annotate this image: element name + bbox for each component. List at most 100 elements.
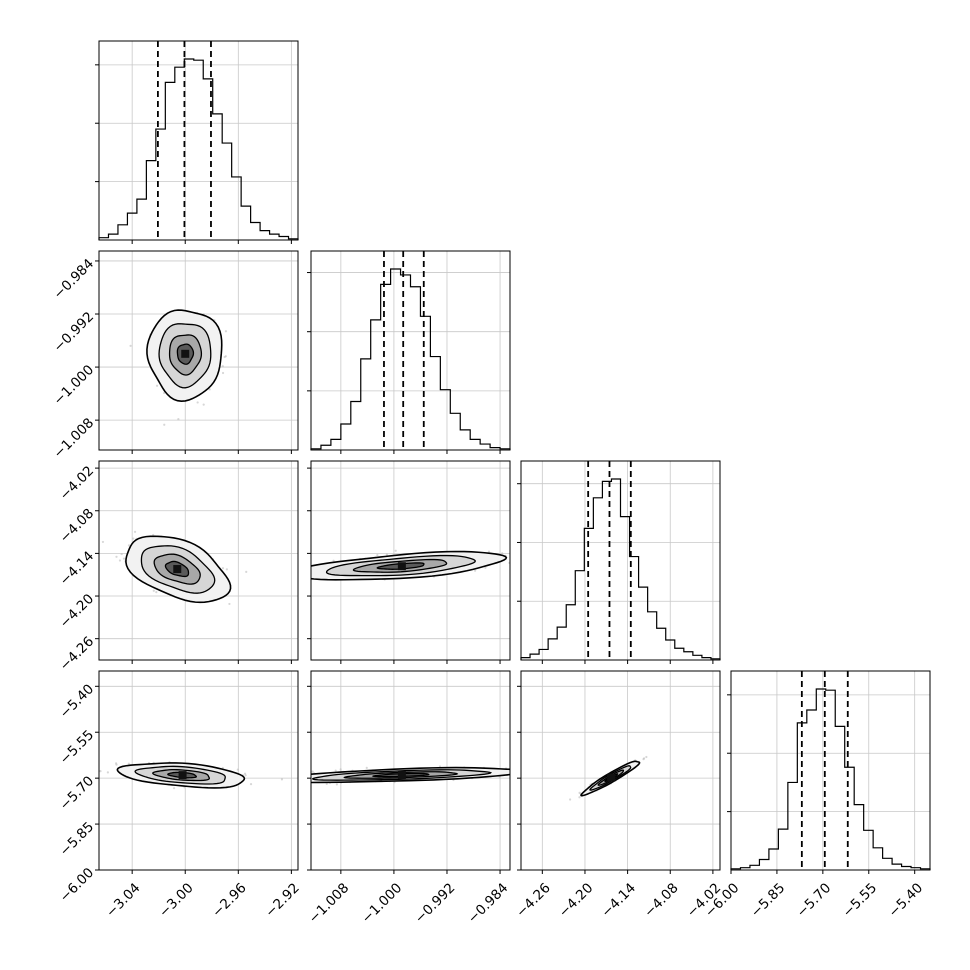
scatter-point xyxy=(202,403,205,406)
histogram-panel-4 xyxy=(727,670,931,874)
scatter-point xyxy=(642,758,645,761)
x-tick-label: −0.984 xyxy=(465,880,512,927)
x-tick-label: −5.85 xyxy=(748,880,789,921)
x-tick-label: −5.70 xyxy=(794,880,835,921)
x-tick-label: −4.20 xyxy=(556,880,597,921)
scatter-point xyxy=(223,355,226,359)
scatter-point xyxy=(294,775,296,777)
scatter-point xyxy=(265,779,267,781)
scatter-point xyxy=(578,796,581,799)
density-peak xyxy=(173,565,182,574)
panel-frame xyxy=(520,670,721,871)
histogram-panel-2 xyxy=(307,250,511,454)
scatter-point xyxy=(299,779,301,781)
y-tick-label: −5.70 xyxy=(57,773,98,814)
scatter-point xyxy=(133,530,137,533)
scatter-point xyxy=(275,781,277,783)
scatter-point xyxy=(304,776,306,778)
scatter-point xyxy=(129,344,132,347)
histogram-panel-1 xyxy=(95,40,299,244)
density-peak xyxy=(397,771,406,780)
scatter-point xyxy=(221,365,224,368)
scatter-point xyxy=(221,567,225,570)
scatter-point xyxy=(101,540,105,544)
scatter-point xyxy=(332,559,335,562)
scatter-point xyxy=(298,772,300,774)
x-tick-label: −1.000 xyxy=(359,880,406,927)
scatter-point xyxy=(120,552,123,556)
panel-frame xyxy=(98,460,299,661)
scatter-point xyxy=(365,766,368,769)
scatter-point xyxy=(304,571,306,573)
scatter-point xyxy=(302,775,304,777)
scatter-point xyxy=(122,557,126,560)
panel-frame xyxy=(520,460,721,661)
panel-frame xyxy=(310,460,511,661)
scatter-point xyxy=(515,773,517,775)
scatter-panel-4-3 xyxy=(517,670,721,874)
scatter-point xyxy=(300,566,302,568)
scatter-point xyxy=(385,553,388,556)
panel-frame xyxy=(310,670,511,871)
histogram-step xyxy=(730,688,931,870)
scatter-point xyxy=(501,552,504,555)
x-tick-label: −3.04 xyxy=(103,880,144,921)
scatter-point xyxy=(172,787,176,790)
scatter-point xyxy=(295,774,297,776)
y-tick-label: −5.40 xyxy=(57,681,98,722)
scatter-panel-4-2 xyxy=(265,670,517,874)
scatter-point xyxy=(208,388,211,391)
scatter-point xyxy=(569,798,572,801)
scatter-point xyxy=(225,568,228,571)
y-tick-label: −4.20 xyxy=(57,591,98,632)
scatter-point xyxy=(474,569,477,572)
scatter-point xyxy=(308,575,310,577)
y-tick-label: −4.26 xyxy=(57,634,98,675)
x-tick-label: −1.008 xyxy=(306,880,353,927)
scatter-point xyxy=(127,762,130,765)
scatter-point xyxy=(510,769,512,771)
scatter-point xyxy=(115,763,118,766)
y-tick-label: −1.000 xyxy=(51,362,98,409)
scatter-point xyxy=(177,417,180,421)
histogram-panel-3 xyxy=(517,460,721,664)
x-tick-label: −3.00 xyxy=(156,880,197,921)
y-tick-label: −5.55 xyxy=(57,727,98,768)
scatter-point xyxy=(335,783,338,786)
histogram-step xyxy=(98,58,299,240)
scatter-point xyxy=(307,781,309,783)
scatter-point xyxy=(221,371,225,375)
scatter-point xyxy=(305,571,307,573)
scatter-point xyxy=(115,555,118,558)
density-peak xyxy=(181,349,190,358)
scatter-point xyxy=(280,778,284,781)
scatter-point xyxy=(311,770,314,773)
scatter-point xyxy=(132,537,135,540)
scatter-point xyxy=(303,573,305,575)
histogram-step xyxy=(310,268,511,450)
x-tick-label: −4.14 xyxy=(598,880,639,921)
scatter-point xyxy=(278,780,280,782)
panel-frame xyxy=(730,670,931,871)
density-peak xyxy=(607,773,616,782)
scatter-point xyxy=(487,550,491,553)
panel-frame xyxy=(98,40,299,241)
y-tick-label: −4.14 xyxy=(57,548,98,589)
scatter-point xyxy=(645,755,648,759)
scatter-point xyxy=(163,423,166,426)
scatter-point xyxy=(155,384,159,387)
histogram-step xyxy=(520,478,721,660)
y-tick-label: −6.00 xyxy=(57,865,98,906)
scatter-point xyxy=(224,330,228,333)
scatter-point xyxy=(118,559,122,562)
density-peak xyxy=(178,771,187,780)
density-peak xyxy=(397,562,406,571)
y-tick-label: −4.08 xyxy=(57,506,98,547)
scatter-point xyxy=(162,391,166,395)
y-tick-label: −1.008 xyxy=(51,415,98,462)
scatter-point xyxy=(106,771,109,774)
scatter-point xyxy=(325,782,328,785)
panel-frame xyxy=(98,250,299,451)
scatter-point xyxy=(304,774,306,776)
